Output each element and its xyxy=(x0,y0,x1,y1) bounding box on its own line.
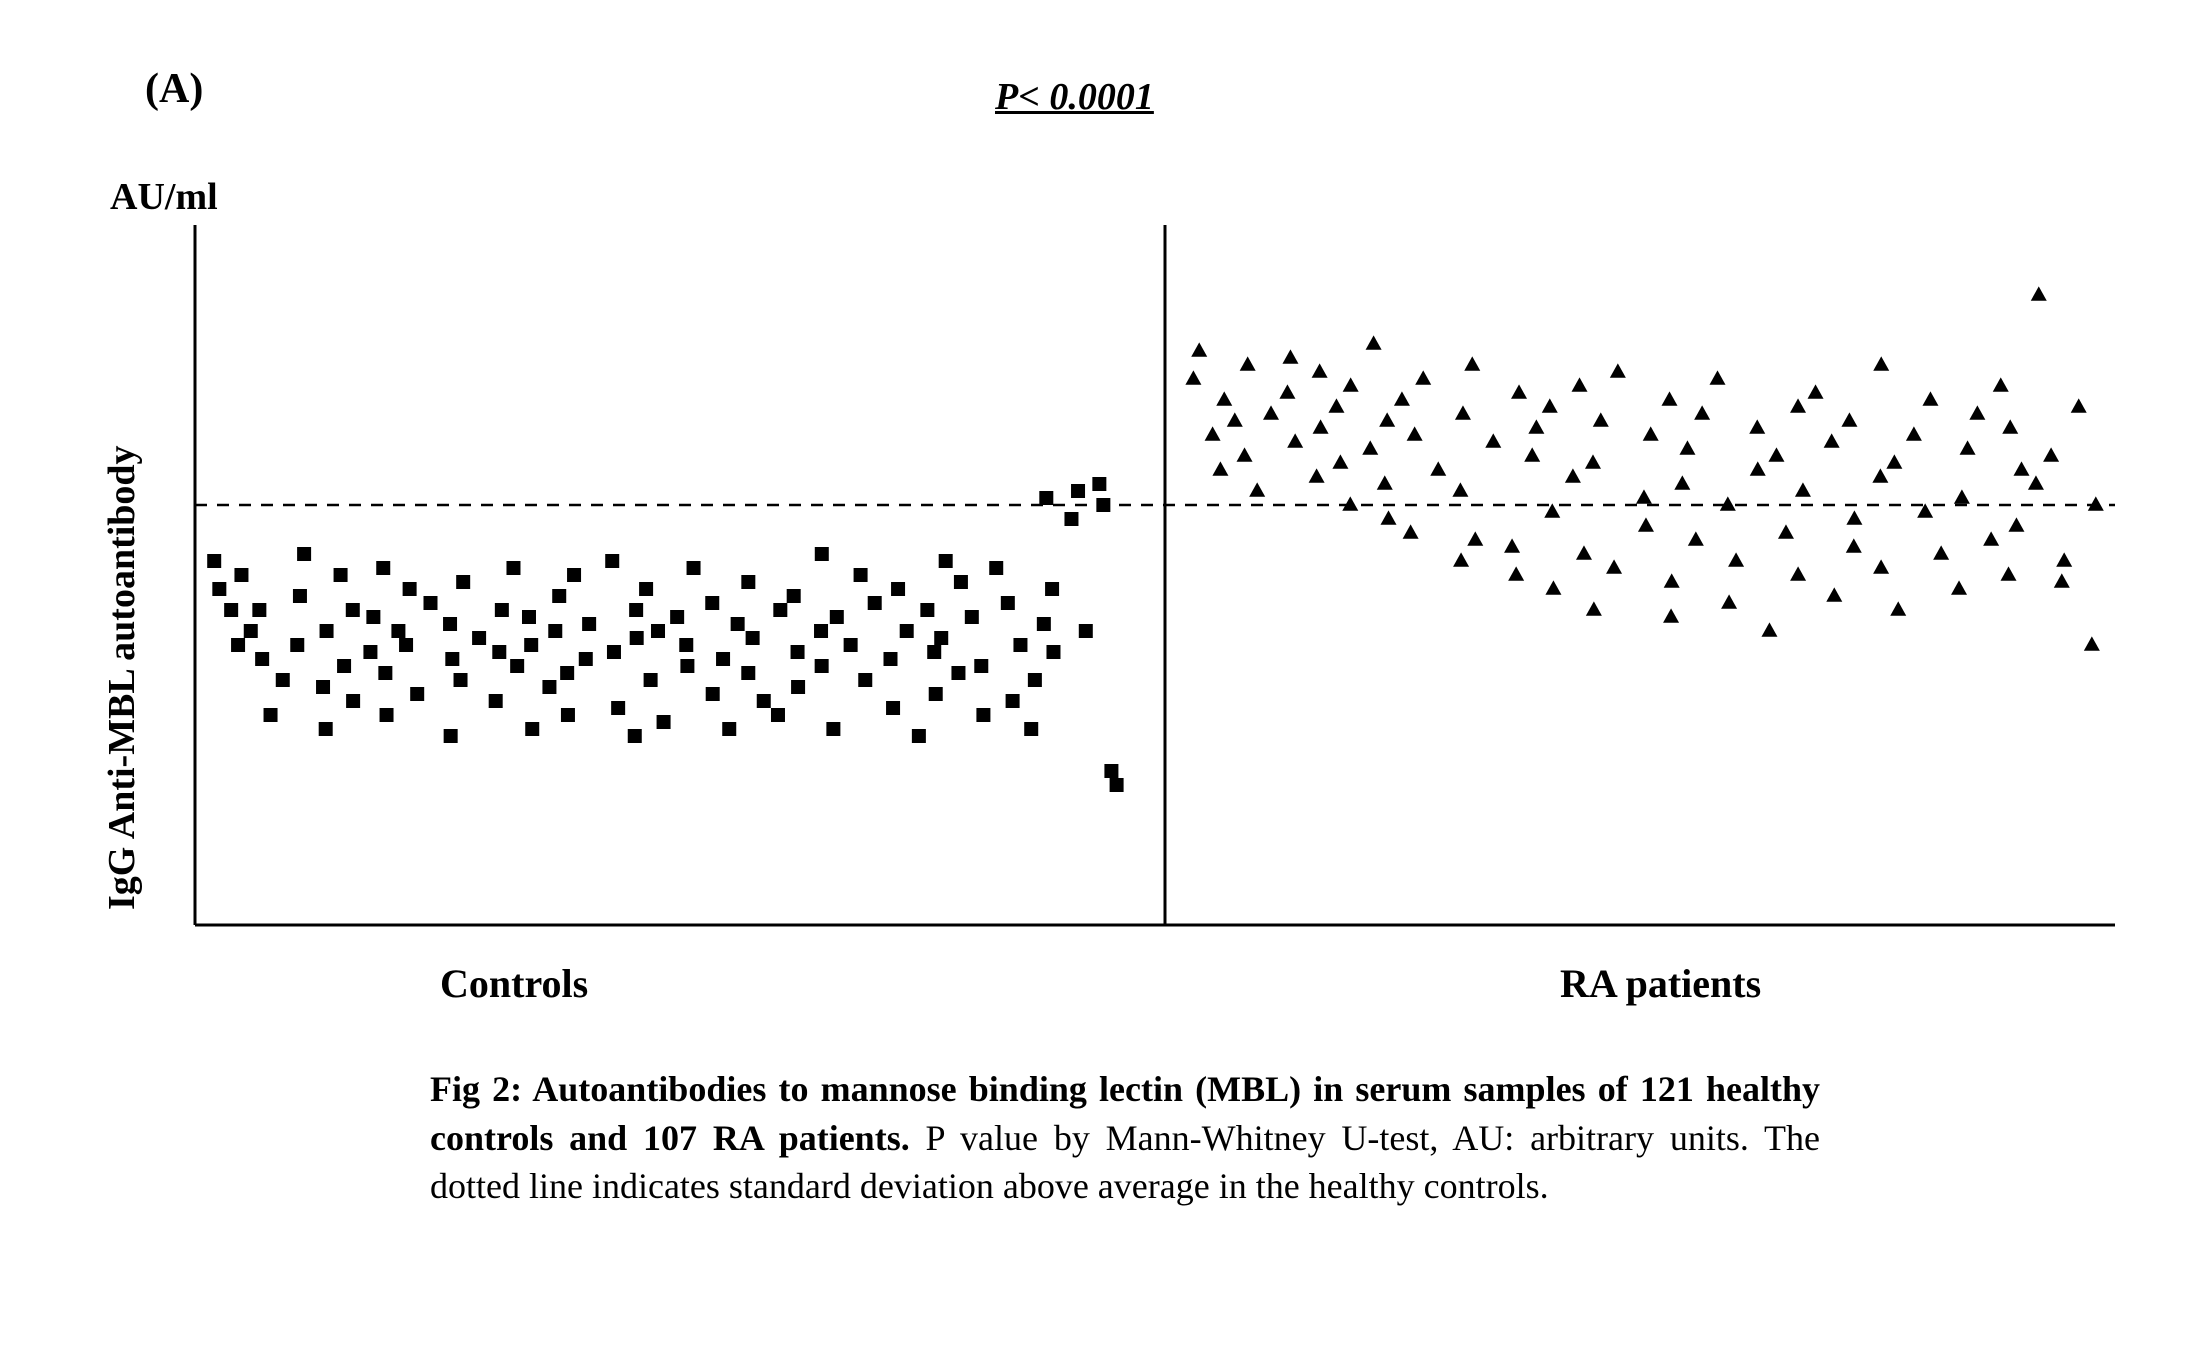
figure-caption: Fig 2: Autoantibodies to mannose binding… xyxy=(430,1065,1820,1211)
x-label-ra: RA patients xyxy=(1560,960,1761,1007)
panel-label: (A) xyxy=(145,65,203,113)
p-value-text: P< 0.0001 xyxy=(995,76,1154,118)
y-axis-label: IgG Anti-MBL autoantibody xyxy=(100,445,144,910)
p-value-label: P< 0.0001 xyxy=(995,75,1154,119)
y-unit-label: AU/ml xyxy=(110,175,218,219)
x-label-controls: Controls xyxy=(440,960,588,1007)
scatter-chart xyxy=(175,215,2135,935)
